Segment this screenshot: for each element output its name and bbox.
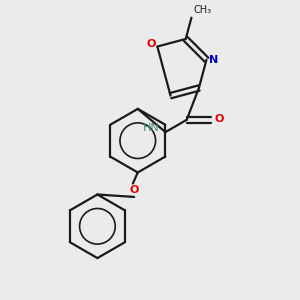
Text: N: N — [209, 55, 218, 65]
Text: HN: HN — [142, 123, 159, 134]
Text: O: O — [215, 114, 224, 124]
Text: O: O — [147, 39, 156, 49]
Text: O: O — [129, 184, 139, 195]
Text: CH₃: CH₃ — [194, 5, 212, 15]
